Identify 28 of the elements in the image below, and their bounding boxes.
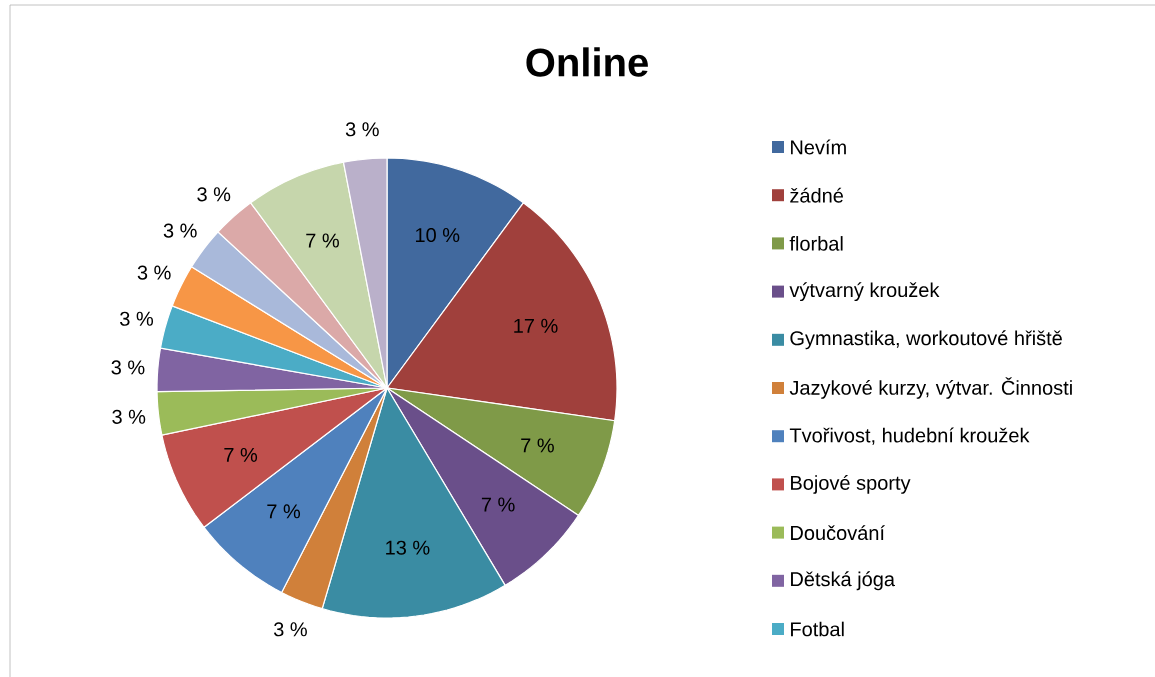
data-label: 7 % [306,233,339,248]
legend-label: Doučování [791,525,885,541]
data-label: 3 % [273,622,307,637]
data-label: 10 % [415,227,460,243]
legend-label: florbal [789,236,843,251]
data-label: 3 % [163,223,197,238]
data-label: 3 % [111,360,145,375]
data-label: 3 % [197,187,231,202]
legend-label: žádné [790,187,843,203]
data-label: 3 % [112,409,146,424]
legend-label: Nevím [791,139,846,155]
legend-label: výtvarný kroužek [789,282,940,302]
data-label: 3 % [137,265,171,280]
data-label: 17 % [514,318,558,333]
data-label: 7 % [267,504,301,519]
legend-label: Tvořivost, hudební kroužek [789,427,1030,445]
data-label: 7 % [481,497,515,512]
legend-label: Fotbal [791,621,844,637]
data-label: 7 % [224,447,258,462]
data-label: 13 % [386,540,430,555]
legend-label: Gymnastika, workoutové hřiště [790,330,1062,350]
legend-label: Jazykové kurzy, výtvar. Činnosti [789,377,1072,399]
data-label: 7 % [521,438,554,453]
legend-label: Dětská jóga [791,571,895,591]
data-label: 3 % [345,122,379,137]
data-label: 3 % [120,311,154,326]
legend-label: Bojové sporty [791,474,911,494]
chart-title: Online [526,47,648,77]
